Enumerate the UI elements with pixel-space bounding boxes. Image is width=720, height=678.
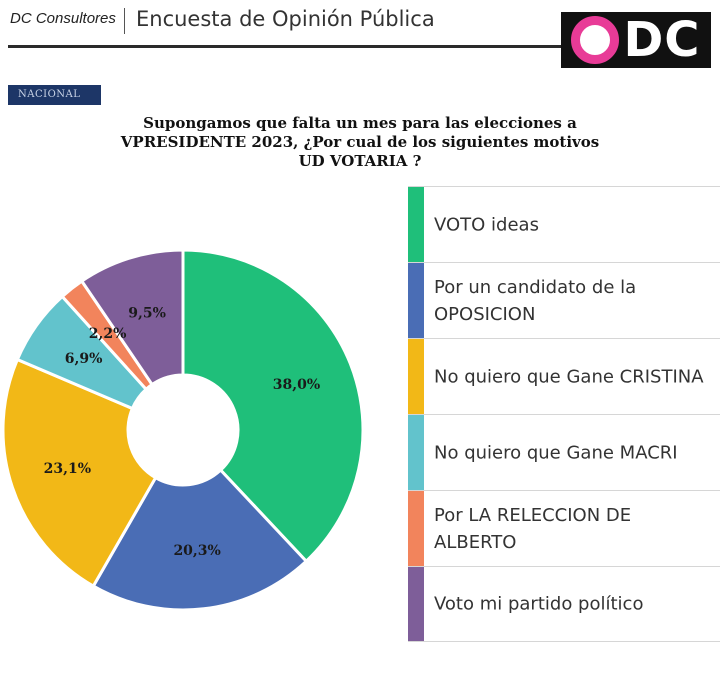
- slice-voto-mi-partido-politico: [79, 248, 185, 387]
- header-rule: [8, 45, 561, 48]
- legend-item: Voto mi partido político: [408, 566, 720, 642]
- slice-no-quiero-que-gane-cristina: [1, 357, 158, 589]
- report-header: DC Consultores Encuesta de Opinión Públi…: [0, 0, 720, 68]
- donut-chart: 38,0% 20,3% 23,1% 6,9% 2,2%9,5%: [1, 248, 365, 612]
- legend-swatch: [408, 263, 424, 338]
- legend-label: Por un candidato de la OPOSICION: [434, 276, 637, 325]
- slice-value-label: 23,1%: [44, 461, 91, 477]
- legend-item: No quiero que Gane CRISTINA: [408, 338, 720, 414]
- slice-voto-ideas: [181, 248, 365, 564]
- legend-label: No quiero que Gane MACRI: [434, 442, 678, 463]
- legend-swatch: [408, 415, 424, 490]
- slice-value-label: 9,5%: [128, 305, 166, 321]
- legend-label: No quiero que Gane CRISTINA: [434, 366, 704, 387]
- slice-por-un-candidato-de-la-oposicion: [91, 467, 309, 612]
- logo-text: DC: [623, 12, 701, 68]
- legend-item: VOTO ideas: [408, 186, 720, 262]
- slice-value-label: 20,3%: [173, 543, 220, 559]
- legend-label: VOTO ideas: [434, 214, 539, 235]
- section-tag: NACIONAL: [8, 85, 101, 105]
- legend-label: Por LA RELECCION DE ALBERTO: [434, 504, 632, 553]
- brand-name: DC Consultores: [10, 10, 116, 27]
- legend-swatch: [408, 339, 424, 414]
- legend-swatch: [408, 491, 424, 566]
- legend-label: Voto mi partido político: [434, 593, 644, 615]
- chart-legend: VOTO ideas Por un candidato de la OPOSICI…: [408, 186, 720, 642]
- legend-item: No quiero que Gane MACRI: [408, 414, 720, 490]
- legend-swatch: [408, 567, 424, 641]
- legend-item: Por un candidato de la OPOSICION: [408, 262, 720, 338]
- slice-value-label: 6,9%: [65, 351, 103, 367]
- slice-group: [1, 248, 365, 612]
- slice-label-group: 38,0% 20,3% 23,1% 6,9% 2,2%9,5%: [44, 305, 321, 559]
- odc-logo: DC: [561, 12, 711, 68]
- slice-value-label: 38,0%: [273, 377, 320, 393]
- brand-separator: [124, 8, 125, 34]
- slice-value-label: 2,2%: [89, 326, 127, 342]
- chart-title: Supongamos que falta un mes para las ele…: [120, 114, 600, 170]
- logo-ring-icon: [571, 16, 620, 64]
- legend-item: Por LA RELECCION DE ALBERTO: [408, 490, 720, 566]
- legend-swatch: [408, 187, 424, 262]
- survey-title: Encuesta de Opinión Pública: [136, 7, 435, 31]
